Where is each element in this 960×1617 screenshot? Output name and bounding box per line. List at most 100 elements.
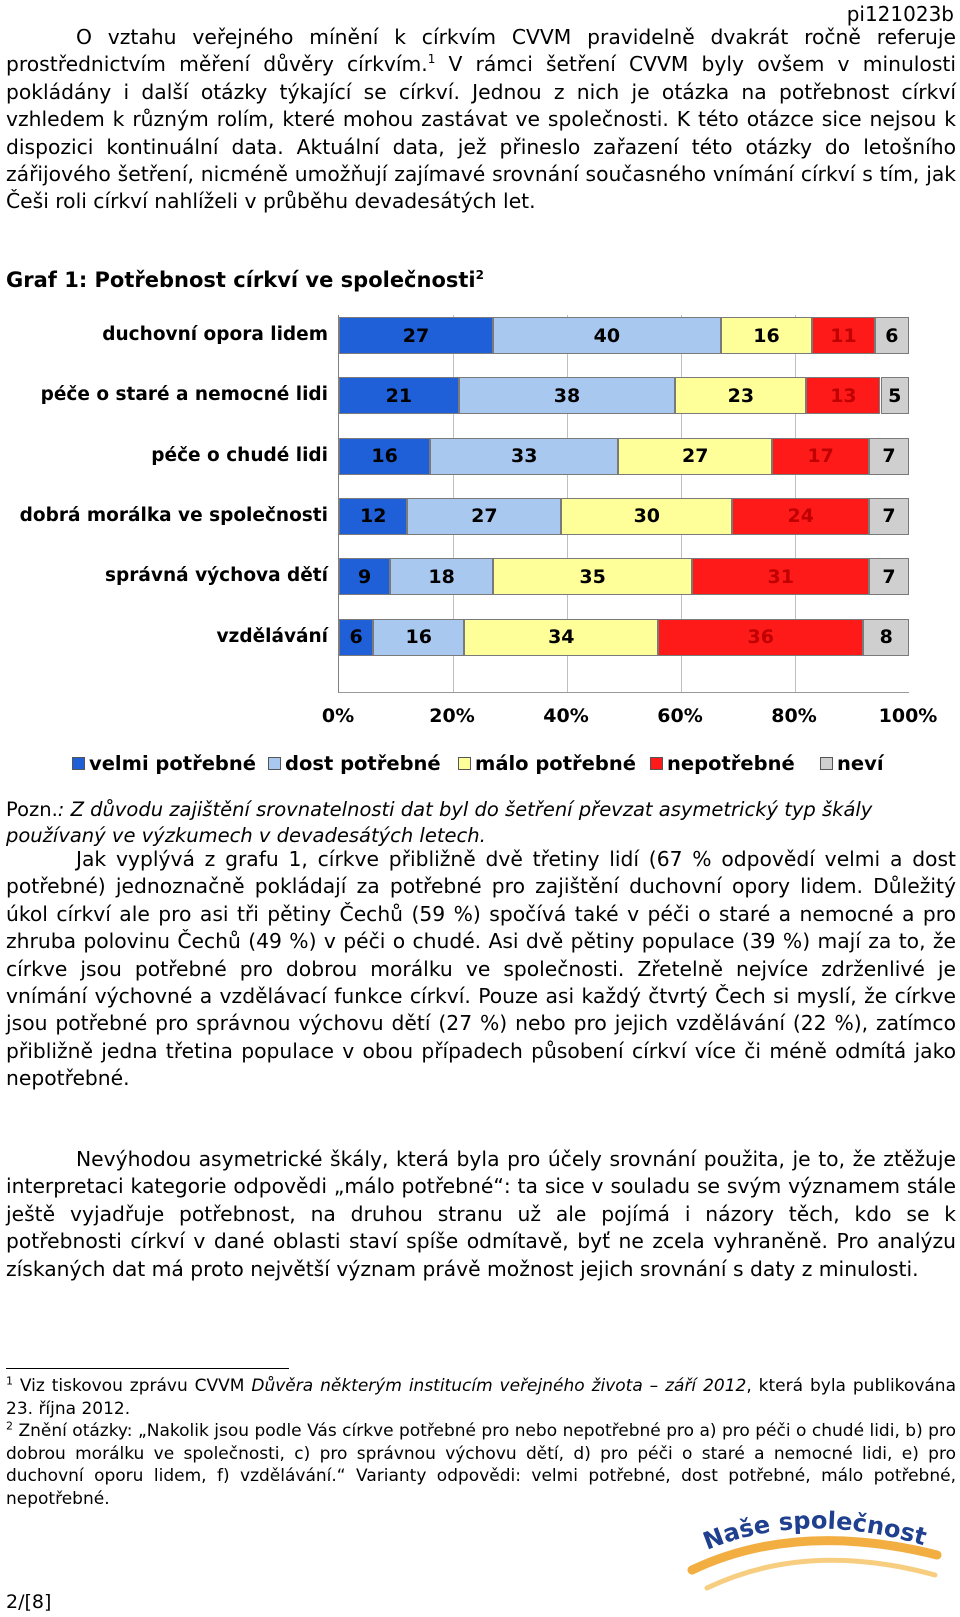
data-label: 27 — [471, 505, 498, 528]
bar-segment: 18 — [390, 558, 493, 596]
footnote-divider — [6, 1368, 289, 1369]
chart-title-text: Graf 1: Potřebnost církví ve společnosti — [6, 268, 476, 292]
category-label: duchovní opora lidem — [102, 324, 328, 345]
bar-segment: 36 — [658, 618, 864, 656]
data-label: 7 — [882, 505, 896, 528]
footnote-ref-2[interactable]: 2 — [475, 268, 484, 282]
bar-segment: 16 — [720, 317, 813, 354]
x-tick-label: 0% — [321, 705, 355, 727]
bar-segment: 8 — [863, 618, 909, 656]
legend-item: velmi potřebné — [72, 752, 256, 775]
category-label: péče o staré a nemocné lidi — [40, 384, 328, 406]
bar-segment: 12 — [339, 497, 408, 535]
data-label: 33 — [511, 445, 538, 468]
data-label: 36 — [747, 626, 774, 648]
data-label: 21 — [385, 384, 413, 407]
bar-segment: 33 — [430, 437, 619, 475]
bar-segment: 7 — [869, 437, 909, 475]
bar-segment: 38 — [458, 377, 676, 415]
bar-segment: 27 — [407, 497, 562, 535]
bar-segment: 40 — [492, 317, 721, 354]
category-label: dobrá morálka ve společnosti — [19, 504, 328, 526]
intro-paragraph: O vztahu veřejného mínění k církvím CVVM… — [6, 24, 956, 216]
bar-row: 6 16 34 36 8 — [339, 618, 909, 656]
chart-title: Graf 1: Potřebnost církví ve společnosti… — [6, 268, 484, 292]
intro-text-a: O vztahu veřejného mínění k církvím CVVM… — [6, 25, 956, 77]
bar-segment: 27 — [339, 317, 493, 354]
data-label: 6 — [885, 324, 899, 347]
data-label: 18 — [428, 565, 455, 588]
footnote-2-text: Znění otázky: „Nakolik jsou podle Vás cí… — [6, 1421, 956, 1509]
data-label: 17 — [807, 445, 834, 468]
chart-plot-area: 27 40 16 11 6 21 38 23 13 5 16 33 27 17 7 12 27 30 24 7 9 18 3… — [338, 315, 909, 693]
data-label: 11 — [830, 324, 857, 347]
chart-note: Pozn.: Z důvodu zajištění srovnatelnosti… — [6, 797, 956, 849]
bar-row: 21 38 23 13 5 — [339, 377, 909, 415]
footnote-ref-1[interactable]: 1 — [427, 52, 436, 67]
bar-segment: 11 — [812, 317, 875, 354]
x-tick-label: 60% — [657, 705, 703, 727]
bar-segment: 23 — [675, 377, 807, 415]
x-tick-label: 80% — [771, 705, 817, 727]
scale-paragraph: Nevýhodou asymetrické škály, která byla … — [6, 1147, 956, 1281]
bar-segment: 30 — [561, 497, 733, 535]
bar-segment: 7 — [869, 558, 909, 596]
note-text: : Z důvodu zajištění srovnatelnosti dat … — [6, 798, 873, 847]
data-label: 31 — [767, 565, 794, 588]
legend-label: nepotřebné — [667, 752, 795, 775]
intro-text-b: V rámci šetření CVVM byly ovšem v minulo… — [6, 52, 956, 214]
data-label: 16 — [753, 324, 780, 347]
legend-label: málo potřebné — [475, 752, 636, 775]
data-label: 13 — [830, 384, 857, 407]
page-number: 2/[8] — [6, 1591, 52, 1613]
x-tick-label: 40% — [543, 705, 589, 727]
note-label: Pozn. — [6, 798, 58, 821]
bar-row: 27 40 16 11 6 — [339, 317, 909, 354]
data-label: 40 — [593, 324, 621, 347]
legend-item: dost potřebné — [268, 752, 441, 775]
legend-label: dost potřebné — [285, 752, 441, 775]
bar-row: 16 33 27 17 7 — [339, 437, 909, 475]
legend-swatch — [458, 757, 471, 770]
data-label: 35 — [579, 565, 606, 588]
data-label: 7 — [882, 445, 896, 468]
category-label: péče o chudé lidi — [151, 444, 328, 466]
legend-label: velmi potřebné — [89, 752, 256, 775]
data-label: 34 — [548, 626, 575, 648]
nase-spolecnost-logo: Naše společnost — [687, 1506, 942, 1591]
footnote-1: 1 Viz tiskovou zprávu CVVM Důvěra někter… — [6, 1375, 956, 1420]
bar-segment: 13 — [806, 377, 881, 415]
legend-item: nepotřebné — [650, 752, 795, 775]
bar-segment: 35 — [492, 558, 693, 596]
data-label: 12 — [359, 505, 387, 528]
bar-segment: 7 — [869, 497, 909, 535]
data-label: 27 — [682, 445, 709, 468]
legend-item: neví — [820, 752, 884, 775]
data-label: 6 — [349, 626, 363, 648]
bar-segment: 21 — [339, 377, 459, 415]
footnote-1-number: 1 — [6, 1374, 13, 1388]
bar-row: 9 18 35 31 7 — [339, 558, 909, 596]
x-tick-label: 20% — [429, 705, 475, 727]
bar-segment: 34 — [464, 618, 659, 656]
footnote-1-pre: Viz tiskovou zprávu CVVM — [13, 1376, 252, 1396]
footnote-2: 2 Znění otázky: „Nakolik jsou podle Vás … — [6, 1420, 956, 1510]
data-label: 16 — [371, 445, 398, 468]
legend-item: málo potřebné — [458, 752, 636, 775]
footnote-1-post: , která byla publikována 23. října 2012. — [6, 1376, 956, 1419]
data-label: 23 — [727, 384, 755, 407]
analysis-paragraph: Jak vyplývá z grafu 1, církve přibližně … — [6, 847, 956, 1091]
x-tick-label: 100% — [878, 705, 938, 727]
legend-swatch — [72, 757, 85, 770]
data-label: 30 — [633, 505, 661, 528]
legend-swatch — [820, 757, 833, 770]
data-label: 7 — [882, 565, 896, 588]
bar-segment: 16 — [373, 618, 465, 656]
category-label: správná výchova dětí — [105, 565, 328, 587]
data-label: 8 — [879, 626, 893, 648]
bar-segment: 6 — [339, 618, 374, 656]
data-label: 9 — [358, 565, 372, 588]
data-label: 27 — [402, 324, 430, 347]
footnote-1-title: Důvěra některým institucím veřejného živ… — [251, 1376, 747, 1396]
bar-segment: 27 — [618, 437, 773, 475]
